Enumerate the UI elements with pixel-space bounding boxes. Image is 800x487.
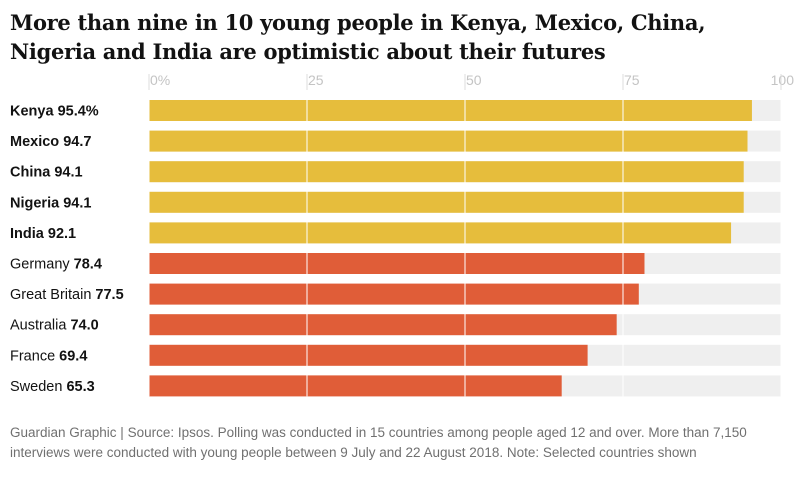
bar-category-label: Great Britain 77.5 <box>10 287 124 303</box>
data-label: 69.4 <box>59 348 87 364</box>
x-tick-label: 50 <box>466 72 482 88</box>
category-name: Great Britain <box>10 287 95 303</box>
bar-category-label: Australia 74.0 <box>10 318 99 334</box>
bar <box>149 161 744 183</box>
data-label: 74.0 <box>70 318 98 334</box>
category-name: Mexico <box>10 134 63 150</box>
bar <box>149 283 639 305</box>
category-name: Australia <box>10 318 70 334</box>
category-name: Germany <box>10 257 74 273</box>
bar-category-label: Germany 78.4 <box>10 257 102 273</box>
category-name: Kenya <box>10 104 58 120</box>
bar-category-label: China 94.1 <box>10 165 83 181</box>
data-label: 95.4% <box>58 104 99 120</box>
data-label: 92.1 <box>48 226 76 242</box>
x-tick-label: 100 <box>771 72 795 88</box>
bar-category-label: India 92.1 <box>10 226 76 242</box>
data-label: 77.5 <box>95 287 123 303</box>
category-name: India <box>10 226 48 242</box>
bar-category-label: Mexico 94.7 <box>10 134 91 150</box>
bar-chart: 0% 25 50 75 100 Kenya 95.4% Mexico 94.7 China … <box>10 72 795 397</box>
data-label: 94.1 <box>54 165 82 181</box>
data-label: 94.1 <box>63 195 91 211</box>
bar <box>149 191 744 213</box>
chart-title: More than nine in 10 young people in Ken… <box>10 10 706 64</box>
bar-category-label: Sweden 65.3 <box>10 379 95 395</box>
bar <box>149 375 562 397</box>
bar <box>149 130 748 152</box>
bar-category-label: Nigeria 94.1 <box>10 195 91 211</box>
category-name: Nigeria <box>10 195 63 211</box>
bar <box>149 314 617 336</box>
source-note: Guardian Graphic | Source: Ipsos. Pollin… <box>10 425 747 460</box>
category-name: Sweden <box>10 379 66 395</box>
category-name: France <box>10 348 59 364</box>
x-tick-label: 0% <box>150 72 170 88</box>
bar <box>149 344 588 366</box>
bar-category-label: Kenya 95.4% <box>10 104 99 120</box>
x-tick-label: 75 <box>624 72 640 88</box>
x-tick-label: 25 <box>308 72 324 88</box>
bar <box>149 100 752 121</box>
category-name: China <box>10 165 54 181</box>
data-label: 65.3 <box>66 379 94 395</box>
data-label: 78.4 <box>74 257 102 273</box>
bar-category-label: France 69.4 <box>10 348 87 364</box>
bar <box>149 222 732 244</box>
data-label: 94.7 <box>63 134 91 150</box>
bar <box>149 253 645 274</box>
